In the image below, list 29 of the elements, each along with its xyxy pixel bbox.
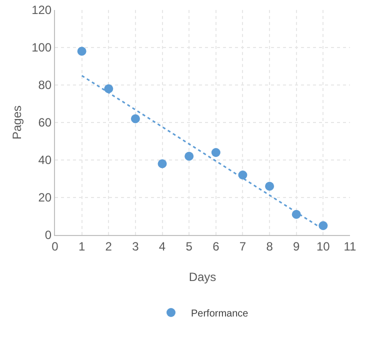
- x-tick-label: 2: [105, 239, 112, 254]
- y-axis-title: Pages: [10, 105, 24, 140]
- x-tick-label: 3: [132, 239, 140, 254]
- y-tick-label: 80: [38, 78, 52, 92]
- x-tick-label: 9: [293, 239, 300, 254]
- point: [318, 221, 328, 230]
- y-tick-label: 20: [38, 190, 52, 205]
- point: [130, 114, 140, 124]
- x-tick-label: 5: [186, 239, 193, 254]
- point: [77, 46, 86, 56]
- point: [265, 182, 274, 191]
- point: [211, 148, 220, 157]
- y-tick-label: 40: [38, 153, 52, 168]
- y-tick-label: 60: [38, 116, 52, 130]
- legend-label: Performance: [191, 308, 249, 320]
- y-tick-label: 0: [44, 228, 52, 242]
- point: [184, 152, 194, 161]
- y-tick-label: 100: [32, 40, 52, 55]
- x-tick-label: 6: [212, 239, 220, 254]
- x-tick-label: 11: [344, 239, 357, 254]
- y-tick-label: 120: [32, 3, 52, 18]
- point: [104, 84, 114, 94]
- point: [158, 159, 167, 168]
- x-tick-label: 4: [158, 239, 166, 254]
- x-axis-title: Days: [188, 270, 216, 284]
- x-tick-label: 1: [78, 239, 86, 254]
- x-tick-label: 8: [266, 239, 274, 254]
- x-tick-label: 7: [239, 239, 246, 254]
- x-tick-label: 10: [316, 239, 330, 254]
